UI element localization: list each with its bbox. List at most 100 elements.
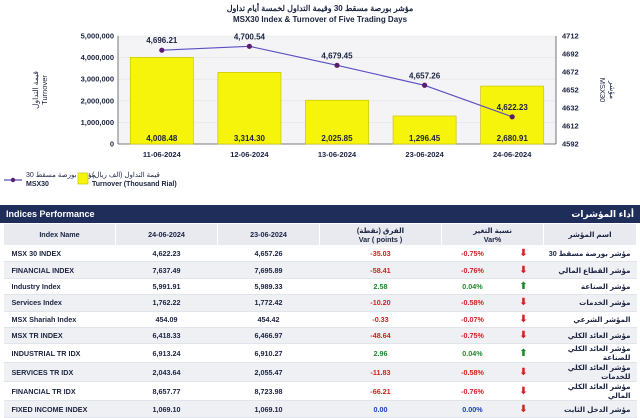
- value-23-06-cell: 1,772.42: [217, 294, 320, 312]
- turnover-bar: [217, 72, 282, 145]
- index-name-ar-cell: مؤشر القطاع المالي: [543, 261, 637, 279]
- var-percent-cell: -0.07%: [441, 311, 504, 328]
- col-date-2: 23-06-2024: [217, 223, 320, 246]
- table-row: SERVICES TR IDX 2,043.64 2,055.47 -11.83 -0.…: [3, 362, 637, 383]
- y-left-tick-label: 3,000,000: [81, 75, 114, 84]
- value-23-06-cell: 8,723.98: [217, 381, 320, 402]
- index-name-ar-cell: مؤشر الصناعة: [543, 278, 637, 296]
- col-date-1: 24-06-2024: [115, 223, 218, 246]
- value-24-06-cell: 4,622.23: [115, 245, 218, 263]
- arrow-down-icon: ⬇: [519, 385, 528, 397]
- chart-title: MSX30 Index & Turnover of Five Trading D…: [233, 15, 408, 24]
- index-name-cell: Services Index: [3, 294, 116, 312]
- y-left-tick-label: 2,000,000: [81, 96, 114, 105]
- var-percent-cell: -0.58%: [441, 294, 504, 312]
- x-tick-label: 24-06-2024: [493, 150, 532, 159]
- turnover-bar-label: 4,008.48: [146, 134, 178, 143]
- value-23-06-cell: 1,069.10: [217, 400, 320, 418]
- value-24-06-cell: 1,069.10: [115, 400, 218, 418]
- y-left-axis-title-ar: قيمة التداول: [31, 71, 40, 109]
- table-row: INDUSTRIAL TR IDX 6,913.24 6,910.27 2.96 0.0…: [3, 343, 637, 364]
- index-name-cell: FINANCIAL TR IDX: [3, 381, 116, 402]
- indices-performance-title-ar: أداء المؤشرات: [571, 208, 634, 219]
- var-points-cell: -10.20: [319, 294, 442, 312]
- x-tick-label: 13-06-2024: [318, 150, 357, 159]
- value-24-06-cell: 454.09: [115, 311, 218, 328]
- var-percent-cell: -0.76%: [441, 381, 504, 402]
- legend-msx30-label-ar: مؤشر بورصة مسقط 30: [26, 171, 96, 179]
- index-name-ar-cell: مؤشر الخدمات: [543, 294, 637, 312]
- var-points-cell: -0.33: [319, 311, 442, 328]
- legend-turnover-label: Turnover (Thousand Rial): [92, 181, 177, 188]
- value-23-06-cell: 2,055.47: [217, 362, 320, 383]
- index-name-cell: MSX TR INDEX: [3, 327, 116, 345]
- col-var-pct: نسبة التغير Var%: [441, 223, 544, 246]
- value-23-06-cell: 6,466.97: [217, 327, 320, 345]
- index-name-ar-cell: مؤشر العائد الكلي للصناعة: [543, 343, 637, 364]
- y-right-tick-label: 4632: [562, 104, 579, 113]
- arrow-down-icon: ⬇: [519, 403, 528, 415]
- indices-table-header-row: Index Name 24-06-2024 23-06-2024 الفرق (…: [3, 223, 637, 246]
- var-points-cell: 2.58: [319, 278, 442, 296]
- y-right-tick-label: 4692: [562, 50, 579, 59]
- turnover-bar: [305, 99, 369, 145]
- indices-table-body: MSX 30 INDEX 4,622.23 4,657.26 -35.03 -0.75%…: [3, 245, 637, 418]
- index-name-cell: FINANCIAL INDEX: [3, 261, 116, 279]
- col-var-points: الفرق (نقطة) Var ( points ): [319, 223, 442, 246]
- y-left-axis-title: Turnover: [40, 75, 49, 105]
- legend-turnover-label-ar: قيمة التداول (الف ريال): [92, 171, 160, 179]
- var-percent-cell: -0.75%: [441, 327, 504, 345]
- msx30-point: [334, 62, 340, 68]
- value-24-06-cell: 6,418.33: [115, 327, 218, 345]
- indices-performance-panel: Indices Performance أداء المؤشرات Index …: [0, 205, 640, 418]
- value-24-06-cell: 6,913.24: [115, 343, 218, 364]
- chart-title-ar: مؤشر بورصة مسقط 30 وقيمة التداول لخمسة أ…: [227, 1, 414, 14]
- legend-msx30-label: MSX30: [26, 181, 49, 188]
- msx30-point-label: 4,657.26: [409, 71, 441, 80]
- value-23-06-cell: 4,657.26: [217, 245, 320, 263]
- indices-performance-header: Indices Performance أداء المؤشرات: [0, 205, 640, 223]
- arrow-down-icon: ⬇: [519, 264, 528, 276]
- value-24-06-cell: 8,657.77: [115, 381, 218, 402]
- table-row: FINANCIAL TR IDX 8,657.77 8,723.98 -66.21 -0…: [3, 381, 637, 402]
- y-left-tick-label: 4,000,000: [81, 53, 114, 62]
- value-24-06-cell: 2,043.64: [115, 362, 218, 383]
- msx30-point-label: 4,622.23: [497, 103, 529, 112]
- index-name-ar-cell: مؤشر العائد الكلي المالي: [543, 381, 637, 402]
- table-row: MSX Shariah Index 454.09 454.42 -0.33 -0.07%…: [3, 311, 637, 328]
- table-row: MSX TR INDEX 6,418.33 6,466.97 -48.64 -0.75%…: [3, 327, 637, 345]
- x-tick-label: 23-06-2024: [405, 150, 444, 159]
- var-percent-cell: -0.58%: [441, 362, 504, 383]
- value-23-06-cell: 7,695.89: [217, 261, 320, 279]
- arrow-down-icon: ⬇: [519, 366, 528, 378]
- y-right-tick-label: 4712: [562, 32, 579, 41]
- turnover-bar-label: 1,296.45: [409, 134, 441, 143]
- msx30-point: [159, 47, 165, 53]
- x-tick-label: 12-06-2024: [230, 150, 269, 159]
- msx30-point: [509, 114, 515, 120]
- turnover-bar-label: 2,025.85: [321, 134, 353, 143]
- var-points-cell: -35.03: [319, 245, 442, 263]
- arrow-down-icon: ⬇: [519, 330, 528, 342]
- y-right-tick-label: 4612: [562, 122, 579, 131]
- msx30-point-label: 4,679.45: [321, 51, 353, 60]
- var-percent-cell: 0.04%: [441, 343, 504, 364]
- value-24-06-cell: 1,762.22: [115, 294, 218, 312]
- index-name-cell: FIXED INCOME INDEX: [3, 400, 116, 418]
- value-24-06-cell: 5,991.91: [115, 278, 218, 296]
- indices-table: Index Name 24-06-2024 23-06-2024 الفرق (…: [3, 223, 637, 418]
- msx30-point-label: 4,696.21: [146, 36, 178, 45]
- var-percent-cell: -0.76%: [441, 261, 504, 279]
- table-row: Services Index 1,762.22 1,772.42 -10.20 -0.5…: [3, 294, 637, 312]
- msx30-turnover-chart: مؤشر بورصة مسقط 30 وقيمة التداول لخمسة أ…: [4, 1, 617, 188]
- indices-performance-title: Indices Performance: [6, 209, 95, 219]
- value-24-06-cell: 7,637.49: [115, 261, 218, 279]
- y-right-tick-label: 4592: [562, 140, 579, 149]
- index-name-cell: INDUSTRIAL TR IDX: [3, 343, 116, 364]
- var-percent-cell: 0.04%: [441, 278, 504, 296]
- legend-turnover-swatch: [77, 172, 89, 185]
- var-percent-cell: -0.75%: [441, 245, 504, 263]
- index-name-ar-cell: مؤشر بورصة مسقط 30: [543, 245, 637, 263]
- index-name-cell: Industry Index: [3, 278, 116, 296]
- value-23-06-cell: 454.42: [217, 311, 320, 328]
